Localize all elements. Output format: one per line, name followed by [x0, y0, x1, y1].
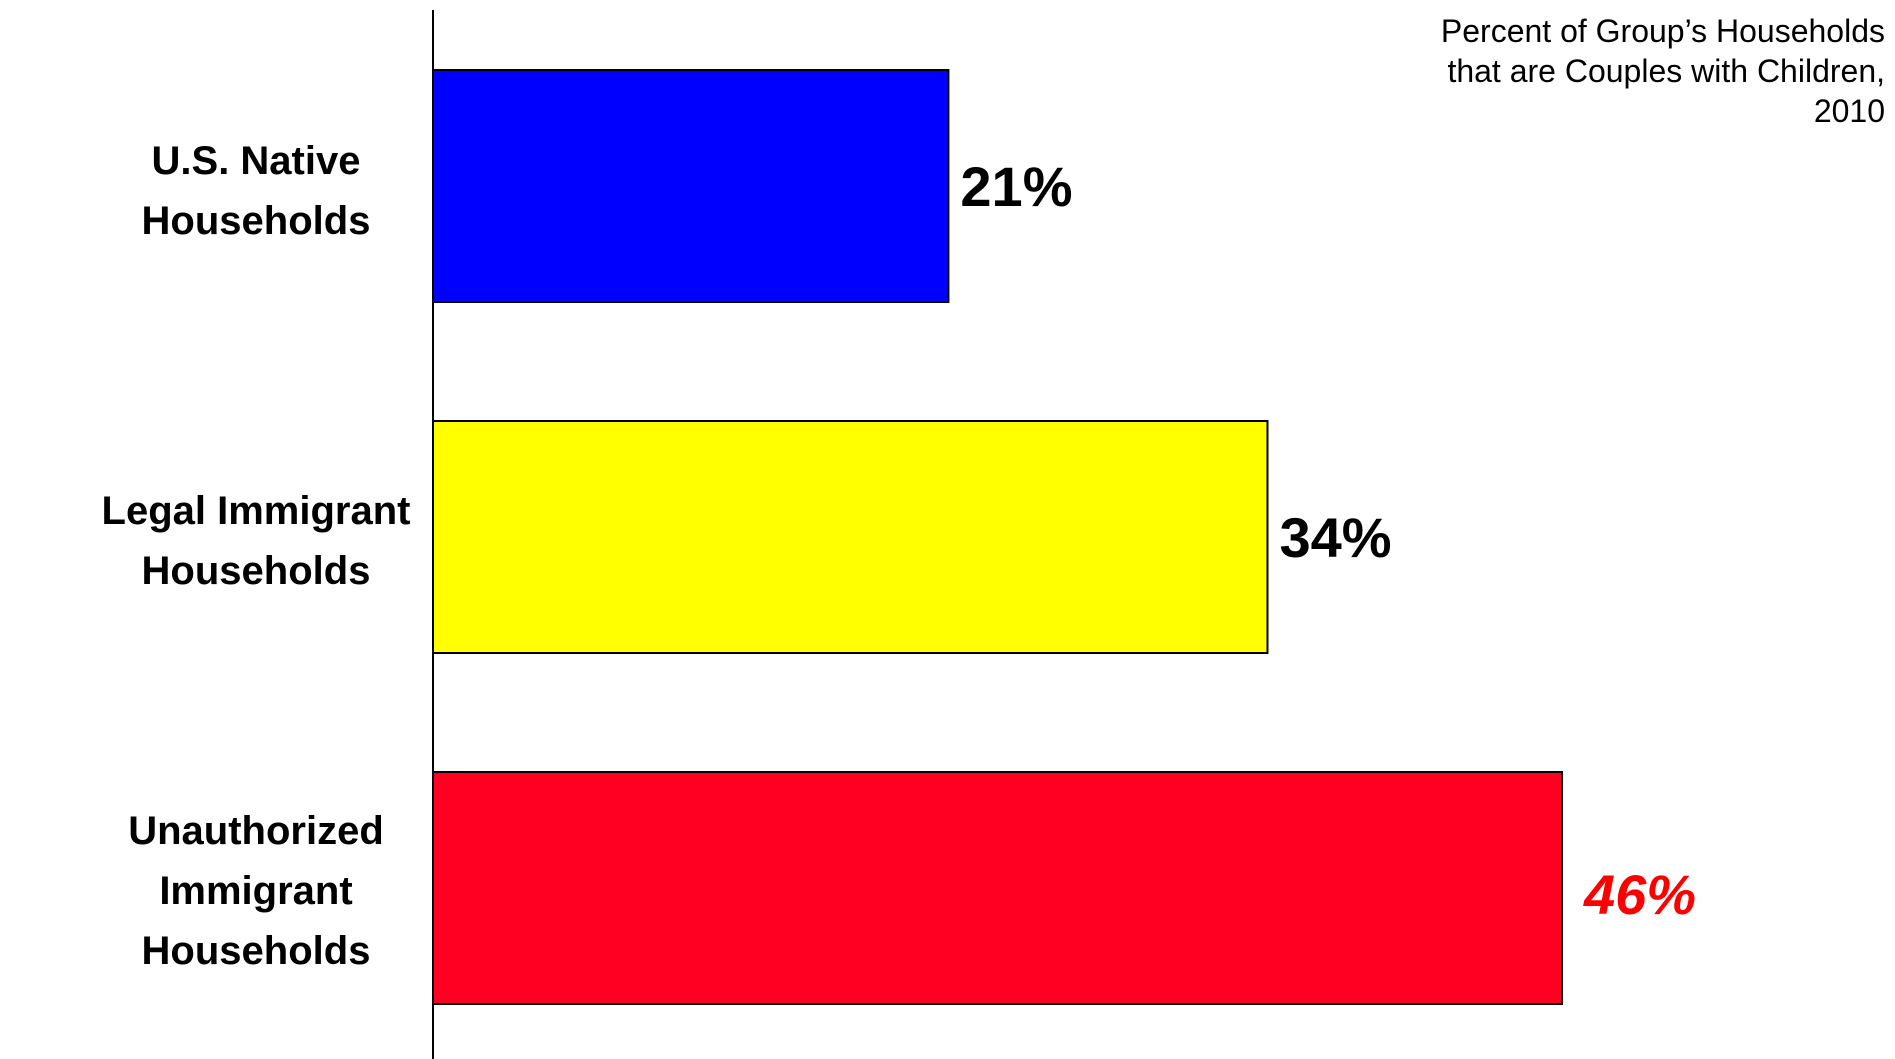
chart-title-line-3: 2010: [1814, 93, 1885, 129]
category-labels: U.S. Native Households Legal Immigrant Hous…: [102, 139, 411, 973]
category-label-3-line-3: Households: [142, 929, 371, 973]
bar-3: [432, 771, 1563, 1005]
value-labels: 21% 34% 46%: [960, 155, 1696, 926]
category-label-3-line-1: Unauthorized: [128, 809, 384, 853]
category-label-2-line-2: Households: [142, 549, 371, 593]
bar-1: [432, 69, 950, 303]
category-label-1-line-1: U.S. Native: [152, 139, 361, 183]
chart-title-line-2: that are Couples with Children,: [1447, 53, 1885, 89]
category-label-3-line-2: Immigrant: [159, 869, 352, 913]
value-label-3: 46%: [1583, 863, 1696, 926]
category-label-2-line-1: Legal Immigrant: [102, 489, 411, 533]
value-label-1: 21%: [960, 155, 1072, 218]
category-label-1-line-2: Households: [142, 199, 371, 243]
bar-2: [432, 420, 1269, 654]
chart-title-line-1: Percent of Group’s Households: [1441, 13, 1885, 49]
value-label-2: 34%: [1279, 506, 1391, 569]
chart-title: Percent of Group’s Households that are Co…: [1441, 13, 1885, 129]
bars: [432, 69, 1563, 1005]
